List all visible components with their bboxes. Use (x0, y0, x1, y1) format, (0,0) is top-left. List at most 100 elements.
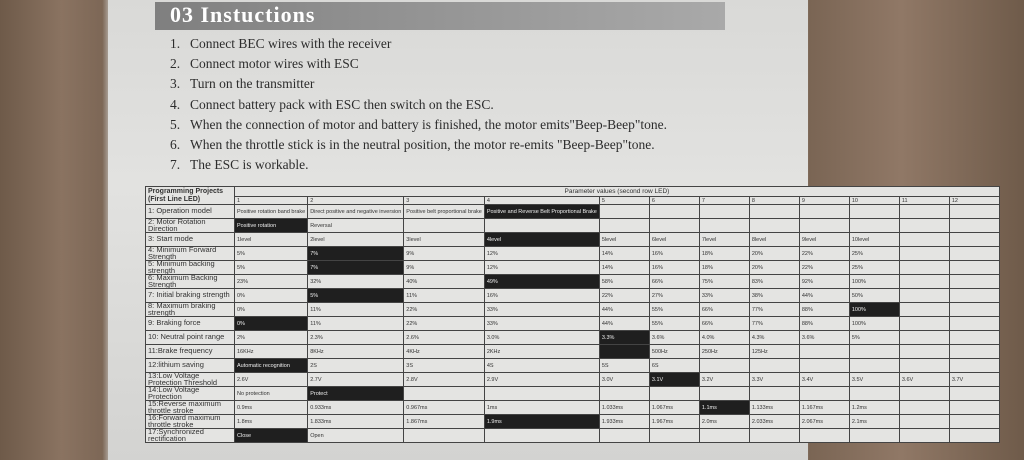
column-number: 3 (403, 196, 485, 205)
value-cell: 58% (598, 274, 650, 289)
empty-cell (898, 274, 950, 289)
value-cell: 2.6V (233, 372, 309, 387)
value-cell: 100% (848, 302, 900, 317)
empty-cell (898, 204, 950, 219)
empty-cell (648, 204, 700, 219)
empty-cell (898, 428, 950, 443)
value-cell: 4level (483, 232, 600, 247)
empty-cell (598, 386, 650, 401)
value-cell: 3.6% (798, 330, 850, 345)
empty-cell (898, 232, 950, 247)
empty-cell (483, 428, 600, 443)
empty-cell (898, 330, 950, 345)
empty-cell (748, 428, 800, 443)
empty-cell (948, 302, 1000, 317)
value-cell: 12% (483, 246, 600, 261)
step-text: Connect BEC wires with the receiver (190, 36, 392, 51)
value-cell: 8level (748, 232, 800, 247)
empty-cell (898, 344, 950, 359)
value-cell: 55% (648, 302, 700, 317)
table-row: 15:Reverse maximum throttle stroke 0.9ms 0… (145, 400, 1000, 415)
value-cell: 1level (233, 232, 309, 247)
value-cell: 1.133ms (748, 400, 800, 415)
step-text: The ESC is workable. (190, 157, 309, 173)
value-cell: 7% (307, 260, 405, 275)
value-cell: 16% (648, 260, 700, 275)
instruction: 5. When the connection of motor and batte… (170, 115, 667, 135)
row-label: 9: Braking force (145, 316, 235, 331)
row-label: 17:Synchronized rectification (145, 428, 235, 443)
value-cell: 3.4V (798, 372, 850, 387)
column-number: 4 (483, 196, 600, 205)
value-cell: 88% (798, 316, 850, 331)
value-cell: 3.1V (648, 372, 700, 387)
value-cell (598, 344, 650, 359)
value-cell: 1.167ms (798, 400, 850, 415)
empty-cell (798, 358, 850, 373)
empty-cell (648, 386, 700, 401)
value-cell: 88% (798, 302, 850, 317)
value-cell: 14% (598, 246, 650, 261)
value-cell: Positive rotation band brake (233, 204, 309, 219)
value-cell: 10level (848, 232, 900, 247)
value-cell: 1.2ms (848, 400, 900, 415)
empty-cell (698, 386, 750, 401)
value-cell: 3.6% (648, 330, 700, 345)
value-cell: 0.933ms (307, 400, 405, 415)
value-cell: 1ms (483, 400, 600, 415)
value-cell: 4S (483, 358, 600, 373)
value-cell: 0% (233, 288, 309, 303)
empty-cell (898, 400, 950, 415)
row-label: 7: Initial braking strength (145, 288, 235, 303)
value-cell: 22% (403, 316, 485, 331)
empty-cell (598, 218, 650, 233)
value-cell: 5S (598, 358, 650, 373)
value-cell: 9% (403, 260, 485, 275)
value-cell: 44% (598, 302, 650, 317)
value-cell: 2.6% (403, 330, 485, 345)
value-cell: 2.9V (483, 372, 600, 387)
empty-cell (598, 428, 650, 443)
value-cell: 0.9ms (233, 400, 309, 415)
value-cell: 2.7V (307, 372, 405, 387)
empty-cell (748, 358, 800, 373)
corner-header: Programming Projects (First Line LED) (145, 186, 235, 205)
column-number: 6 (648, 196, 700, 205)
empty-cell (848, 428, 900, 443)
value-cell: 33% (483, 302, 600, 317)
empty-cell (798, 428, 850, 443)
step-number: 6. (170, 137, 181, 153)
row-label: 8: Maximum braking strength (145, 302, 235, 317)
instruction: 1. Connect BEC wires with the receiver (170, 34, 667, 54)
step-text: Connect motor wires with ESC (190, 56, 359, 72)
value-cell: 3S (403, 358, 485, 373)
value-cell: 3.2V (698, 372, 750, 387)
value-cell: 9% (403, 246, 485, 261)
value-cell: 20% (748, 246, 800, 261)
value-cell: 8KHz (307, 344, 405, 359)
value-cell: Automatic recognition (233, 358, 309, 373)
value-cell: 1.967ms (648, 414, 700, 429)
empty-cell (848, 386, 900, 401)
value-cell: Direct positive and negative inversion (307, 204, 405, 219)
value-cell: 1.1ms (698, 400, 750, 415)
value-cell: 22% (403, 302, 485, 317)
value-cell: 5% (233, 260, 309, 275)
value-cell: 16% (483, 288, 600, 303)
empty-cell (948, 288, 1000, 303)
row-label: 5: Minimum backing strength (145, 260, 235, 275)
instruction: 2. Connect motor wires with ESC (170, 54, 667, 74)
table-row: 11:Brake frequency 16KHz 8KHz 4KHz 2KHz 500Hz… (145, 344, 1000, 359)
empty-cell (848, 218, 900, 233)
value-cell: 75% (698, 274, 750, 289)
value-cell: 38% (748, 288, 800, 303)
instruction: 7. The ESC is workable. (170, 155, 667, 175)
step-text: When the throttle stick is in the neutra… (190, 137, 655, 153)
empty-cell (898, 288, 950, 303)
value-cell: 7% (307, 246, 405, 261)
value-cell: 1.933ms (598, 414, 650, 429)
empty-cell (698, 204, 750, 219)
column-number: 7 (698, 196, 750, 205)
empty-cell (948, 386, 1000, 401)
value-cell: 1.8ms (233, 414, 309, 429)
